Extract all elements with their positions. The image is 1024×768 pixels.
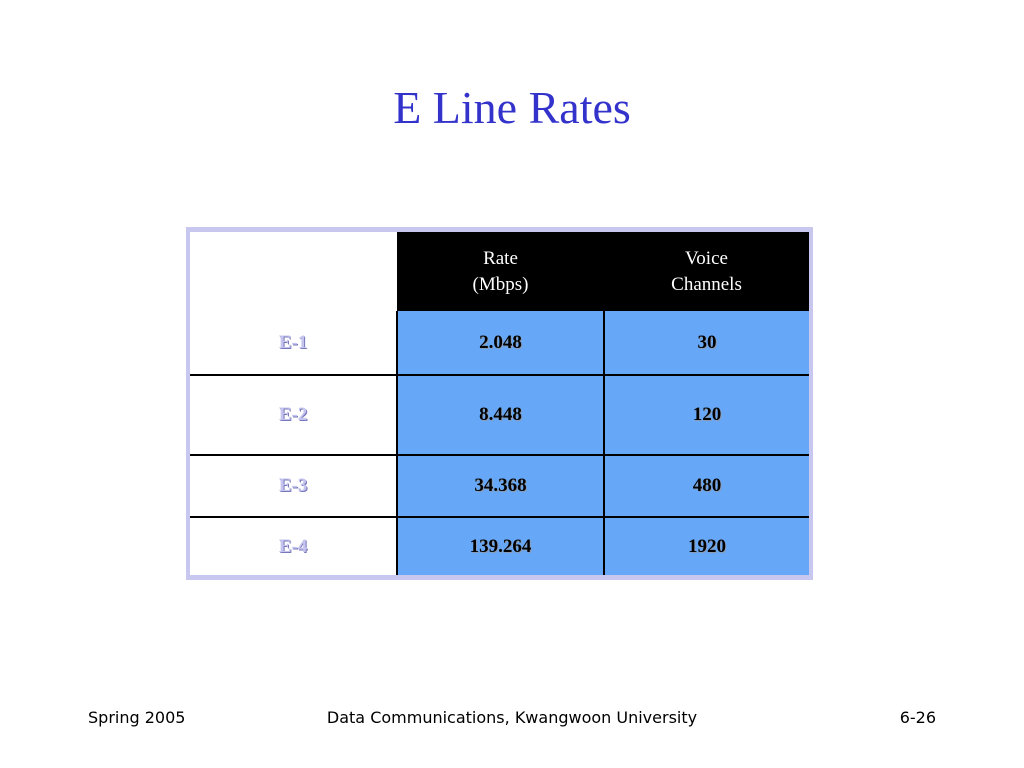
cell-e-line: E-2 [190, 374, 397, 455]
header-rate-line1: Rate [483, 247, 518, 269]
cell-channels: 120 [604, 374, 809, 455]
cell-e-line: E-3 [190, 454, 397, 517]
slide-title: E Line Rates [393, 82, 631, 133]
header-rate: Rate (Mbps) [397, 232, 604, 311]
cell-channels: 30 [604, 311, 809, 375]
cell-rate: 2.048 [396, 311, 605, 375]
header-voice-line1: Voice [685, 247, 728, 269]
e-line-table: E Line Rate (Mbps) Voice Channels E-1 2.… [190, 232, 809, 575]
footer-page-number: 6-26 [899, 708, 936, 727]
header-e-line: E Line [190, 232, 397, 311]
footer-term: Spring 2005 [88, 708, 186, 727]
footer-course: Data Communications, Kwangwoon Universit… [326, 708, 698, 727]
e-line-label: E-3 [278, 475, 308, 496]
e-line-label: E-4 [278, 535, 308, 557]
table-row: E-4 139.264 1920 [190, 516, 809, 575]
e-line-table-frame: E Line Rate (Mbps) Voice Channels E-1 2.… [186, 227, 813, 580]
cell-rate: 139.264 [396, 516, 605, 575]
e-line-label: E-2 [278, 404, 308, 425]
cell-e-line: E-4 [190, 516, 397, 575]
header-rate-line2: (Mbps) [472, 273, 529, 295]
e-line-label: E-1 [278, 331, 308, 353]
cell-channels: 480 [604, 454, 809, 517]
table-row: E-1 2.048 30 [190, 311, 809, 375]
table-row: E-2 8.448 120 [190, 374, 809, 455]
cell-e-line: E-1 [190, 311, 397, 375]
table-header-row: E Line Rate (Mbps) Voice Channels [190, 232, 809, 311]
cell-rate: 8.448 [396, 374, 605, 455]
cell-channels: 1920 [604, 516, 809, 575]
header-e-line-text: E Line [267, 260, 320, 282]
header-voice-channels: Voice Channels [604, 232, 809, 311]
table-row: E-3 34.368 480 [190, 454, 809, 517]
cell-rate: 34.368 [396, 454, 605, 517]
header-voice-line2: Channels [671, 273, 742, 295]
